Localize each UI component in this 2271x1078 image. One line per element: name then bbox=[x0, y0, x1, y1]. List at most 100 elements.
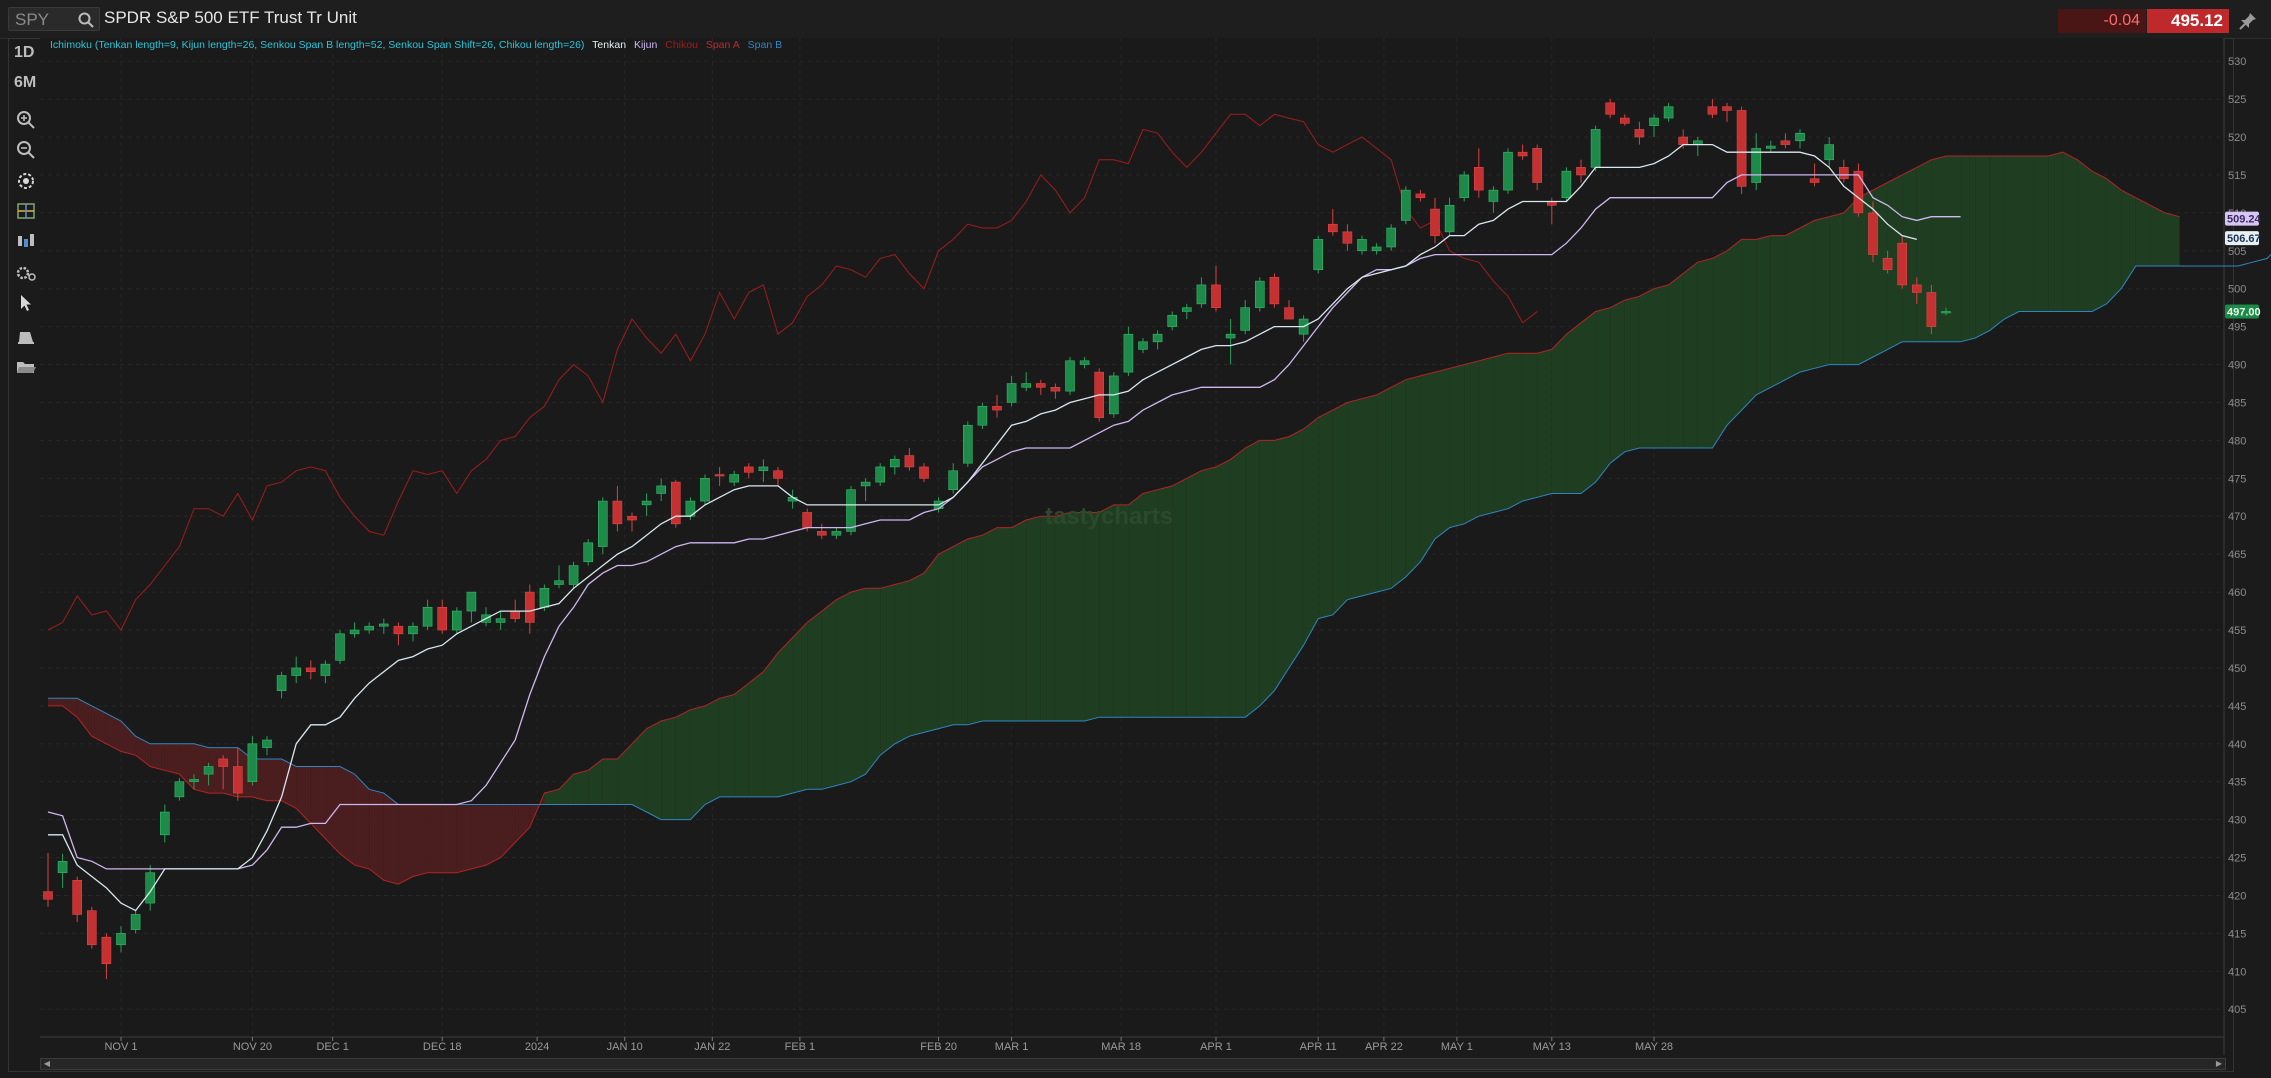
cloud-bullish-segment bbox=[544, 789, 559, 805]
candle-body bbox=[714, 474, 725, 477]
cloud-bullish-segment bbox=[1624, 296, 1640, 452]
candle-body bbox=[1897, 242, 1907, 286]
cloud-bearish-segment bbox=[179, 743, 194, 790]
eraser-icon[interactable] bbox=[14, 326, 38, 348]
candle-body bbox=[816, 531, 827, 536]
zoom-in-icon[interactable] bbox=[14, 108, 38, 130]
cloud-bullish-segment bbox=[1303, 417, 1319, 646]
cloud-bullish-segment bbox=[1581, 311, 1596, 494]
cloud-bearish-segment bbox=[383, 793, 399, 885]
cloud-bullish-segment bbox=[2033, 155, 2049, 312]
cloud-bullish-segment bbox=[1785, 228, 1800, 380]
chart-style-icon[interactable] bbox=[14, 200, 38, 222]
candle-body bbox=[437, 606, 448, 631]
pin-icon[interactable] bbox=[2238, 11, 2258, 31]
folder-icon[interactable] bbox=[14, 356, 38, 378]
cloud-bullish-segment bbox=[690, 705, 705, 820]
x-tick-label: 2024 bbox=[525, 1041, 549, 1053]
cloud-bullish-segment bbox=[1756, 235, 1771, 395]
scroll-right-button[interactable]: ▶ bbox=[2215, 1059, 2223, 1068]
candle-body bbox=[1780, 140, 1791, 145]
candle-body bbox=[1912, 284, 1922, 293]
top-bar: SPY SPDR S&P 500 ETF Trust Tr Unit -0.04… bbox=[0, 0, 2271, 39]
cloud-bullish-segment bbox=[1960, 155, 1976, 342]
cloud-bullish-segment bbox=[632, 728, 647, 813]
candle-body bbox=[1036, 383, 1046, 388]
cloud-bullish-segment bbox=[1654, 284, 1669, 448]
legend-tenkan: Tenkan bbox=[592, 39, 627, 51]
cloud-bullish-segment bbox=[1347, 398, 1362, 600]
candle-body bbox=[1328, 223, 1338, 233]
interval-button[interactable]: 1D bbox=[14, 44, 35, 61]
cloud-bullish-segment bbox=[1551, 334, 1567, 494]
search-icon[interactable] bbox=[77, 11, 95, 29]
candle-body bbox=[1211, 284, 1221, 308]
cloud-bullish-segment bbox=[2077, 159, 2092, 312]
candles-icon[interactable] bbox=[14, 230, 38, 252]
cloud-bullish-segment bbox=[661, 717, 676, 820]
cursor-icon[interactable] bbox=[14, 292, 38, 314]
cloud-bullish-segment bbox=[1332, 402, 1348, 615]
candle-body bbox=[335, 633, 345, 661]
zoom-out-icon[interactable] bbox=[14, 138, 38, 160]
cloud-bearish-segment bbox=[427, 804, 443, 873]
range-button[interactable]: 6M bbox=[14, 74, 37, 91]
cloud-bearish-segment bbox=[456, 804, 472, 873]
legend-kijun: Kijun bbox=[633, 39, 658, 51]
y-tick-label: 525 bbox=[2228, 94, 2246, 106]
horizontal-scrollbar[interactable]: ◀ ▶ bbox=[40, 1058, 2226, 1070]
kijun-line bbox=[47, 174, 1961, 870]
candle-body bbox=[72, 880, 82, 915]
settings-icon[interactable] bbox=[14, 262, 38, 284]
cloud-bullish-segment bbox=[1902, 167, 1917, 342]
cloud-bullish-segment bbox=[1055, 512, 1070, 722]
candle-body bbox=[174, 781, 185, 798]
candle-body bbox=[1401, 189, 1411, 221]
candle-body bbox=[539, 587, 550, 608]
candle-body bbox=[276, 675, 287, 691]
candle-body bbox=[233, 766, 243, 794]
candle-body bbox=[1649, 117, 1659, 126]
candle-body bbox=[1941, 311, 1951, 314]
legend-indicator: Ichimoku (Tenkan length=9, Kijun length=… bbox=[50, 39, 585, 51]
cloud-bullish-segment bbox=[1449, 364, 1465, 528]
candle-body bbox=[364, 625, 375, 631]
cloud-bullish-segment bbox=[1289, 429, 1304, 668]
cloud-bullish-segment bbox=[865, 588, 881, 775]
cloud-bullish-segment bbox=[2048, 152, 2063, 312]
cloud-bullish-segment bbox=[1741, 239, 1757, 411]
close-price-tag: 497.00 bbox=[2227, 306, 2261, 318]
cloud-bullish-segment bbox=[851, 588, 866, 782]
candle-body bbox=[1152, 333, 1163, 343]
candle-body bbox=[1736, 110, 1747, 187]
y-tick-label: 500 bbox=[2228, 284, 2246, 296]
left-toolbar: 1D 6M bbox=[8, 38, 44, 398]
symbol-search-input[interactable]: SPY bbox=[8, 7, 100, 31]
cloud-bearish-segment bbox=[135, 736, 151, 767]
studies-icon[interactable] bbox=[14, 170, 38, 192]
candle-body bbox=[1123, 333, 1134, 373]
candle-body bbox=[291, 667, 302, 676]
cloud-bearish-segment bbox=[369, 789, 384, 881]
cloud-bullish-segment bbox=[1405, 375, 1421, 577]
cloud-bearish-segment bbox=[442, 804, 457, 873]
cloud-bullish-segment bbox=[1230, 447, 1246, 718]
cloud-bullish-segment bbox=[821, 599, 837, 790]
candle-body bbox=[393, 625, 404, 635]
y-tick-label: 485 bbox=[2228, 397, 2246, 409]
kijun-price-tag: 509.24 bbox=[2227, 214, 2262, 226]
cloud-bearish-segment bbox=[310, 766, 326, 839]
candle-body bbox=[116, 933, 126, 946]
scroll-left-button[interactable]: ◀ bbox=[43, 1059, 51, 1068]
candle-body bbox=[1430, 208, 1440, 236]
cloud-bullish-segment bbox=[1537, 349, 1552, 498]
cloud-bullish-segment bbox=[894, 580, 910, 744]
candle-body bbox=[1722, 106, 1732, 111]
x-tick-label: MAY 28 bbox=[1635, 1041, 1673, 1053]
tenkan-price-tag-bg bbox=[2225, 231, 2259, 246]
candle-body bbox=[43, 891, 53, 900]
candle-body bbox=[1707, 106, 1718, 115]
candle-body bbox=[1371, 246, 1382, 252]
candle-body bbox=[1882, 258, 1893, 271]
